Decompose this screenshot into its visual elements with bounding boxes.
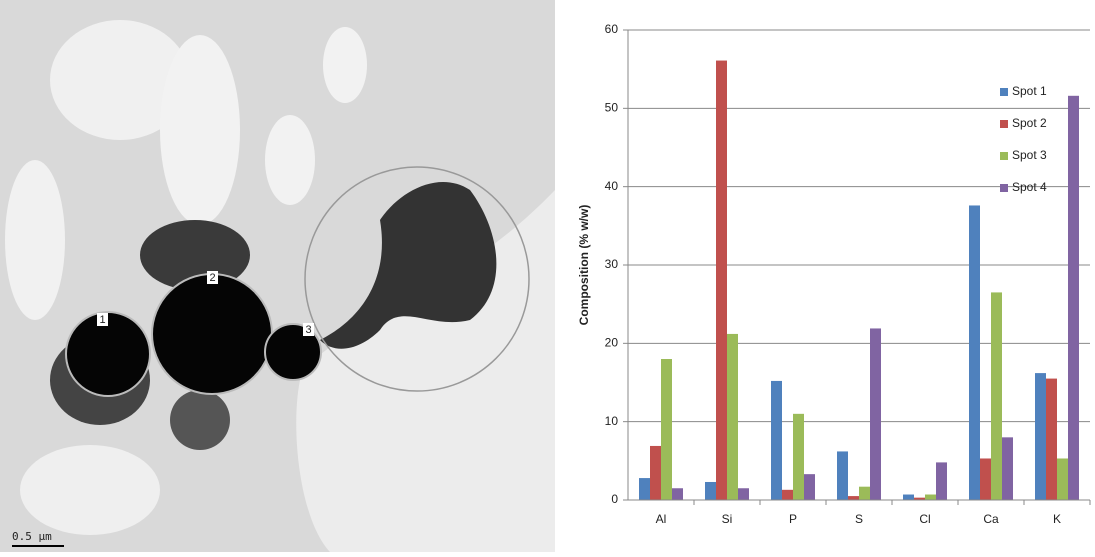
bar	[716, 61, 727, 500]
bar	[782, 490, 793, 500]
x-tick-label: Ca	[983, 512, 999, 526]
page: 1 2 3 0.5 µm Composition (% w/w) 0102030…	[0, 0, 1095, 557]
legend-label: Spot 4	[1012, 180, 1047, 194]
film-hole	[265, 115, 315, 205]
bar	[727, 334, 738, 500]
spot-label: 3	[305, 324, 311, 336]
y-tick-label: 0	[611, 492, 618, 506]
film-hole	[5, 160, 65, 320]
bar	[771, 381, 782, 500]
y-tick-label: 60	[605, 22, 619, 36]
legend-label: Spot 2	[1012, 116, 1047, 130]
legend-swatch	[1000, 152, 1008, 160]
y-tick-label: 20	[605, 336, 619, 350]
bar	[705, 482, 716, 500]
spot-label: 1	[99, 314, 105, 326]
film-hole	[160, 35, 240, 225]
film-hole	[20, 445, 160, 535]
bar	[793, 414, 804, 500]
bar	[848, 496, 859, 500]
x-tick-label: Cl	[919, 512, 930, 526]
legend-swatch	[1000, 184, 1008, 192]
bar	[969, 205, 980, 500]
legend-label: Spot 3	[1012, 148, 1047, 162]
micrograph: 1 2 3 0.5 µm	[0, 0, 555, 552]
bar	[1068, 96, 1079, 500]
bar	[1002, 437, 1013, 500]
bar	[991, 292, 1002, 500]
spot-label: 2	[209, 272, 215, 284]
chart-background	[557, 0, 1095, 552]
legend-swatch	[1000, 88, 1008, 96]
x-tick-label: Si	[722, 512, 733, 526]
x-tick-label: S	[855, 512, 863, 526]
bar	[903, 495, 914, 500]
bar	[1046, 379, 1057, 500]
scale-bar-label: 0.5 µm	[12, 530, 52, 543]
bar	[837, 451, 848, 500]
bar	[661, 359, 672, 500]
x-tick-label: Al	[656, 512, 667, 526]
y-tick-label: 50	[605, 101, 619, 115]
bar	[804, 474, 815, 500]
legend-label: Spot 1	[1012, 84, 1047, 98]
bar	[936, 462, 947, 500]
y-tick-label: 10	[605, 414, 619, 428]
bar	[650, 446, 661, 500]
bar	[870, 328, 881, 500]
x-tick-label: P	[789, 512, 797, 526]
bar	[738, 488, 749, 500]
y-tick-label: 30	[605, 257, 619, 271]
spot-circle	[152, 274, 272, 394]
bar	[1057, 458, 1068, 500]
figure: 1 2 3 0.5 µm Composition (% w/w) 0102030…	[0, 0, 1095, 552]
bar	[859, 487, 870, 500]
legend-swatch	[1000, 120, 1008, 128]
bar	[1035, 373, 1046, 500]
y-tick-label: 40	[605, 179, 619, 193]
film-hole	[323, 27, 367, 103]
aggregate	[170, 390, 230, 450]
bar	[925, 495, 936, 500]
bar	[980, 458, 991, 500]
bar	[672, 488, 683, 500]
y-axis-title: Composition (% w/w)	[577, 205, 591, 326]
x-tick-label: K	[1053, 512, 1061, 526]
bar	[639, 478, 650, 500]
